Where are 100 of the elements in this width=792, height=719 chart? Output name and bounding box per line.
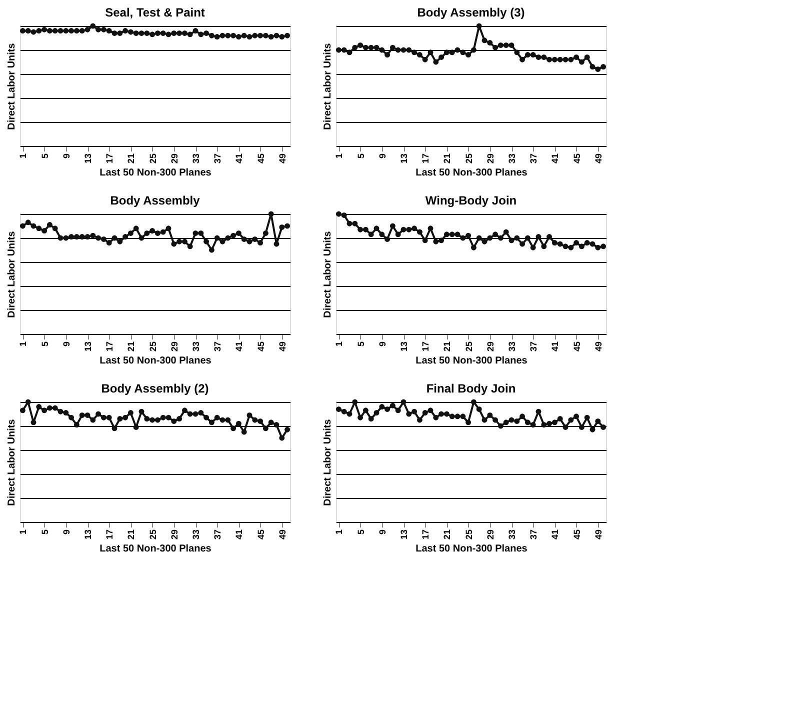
x-tick-label: 45 <box>572 530 582 540</box>
point <box>374 226 380 232</box>
point <box>246 238 252 244</box>
point <box>96 26 102 32</box>
point <box>520 241 526 247</box>
x-axis-title: Last 50 Non-300 Planes <box>416 356 528 367</box>
point <box>150 417 156 423</box>
point <box>258 32 264 38</box>
point <box>341 212 347 218</box>
x-tick-label: 37 <box>528 530 539 540</box>
point <box>204 414 210 420</box>
point <box>395 232 401 238</box>
point <box>433 59 439 65</box>
point <box>492 232 498 238</box>
x-tick-label: 5 <box>40 342 50 347</box>
point <box>138 30 144 36</box>
point <box>362 226 368 232</box>
point <box>520 56 526 62</box>
point <box>595 244 601 250</box>
x-tick-label: 5 <box>40 530 50 535</box>
point <box>160 414 166 420</box>
point <box>524 235 530 241</box>
x-tick-label: 29 <box>169 530 180 540</box>
point <box>384 236 390 242</box>
point <box>236 230 242 236</box>
point <box>208 32 214 38</box>
point <box>90 23 96 29</box>
x-tick-label: 21 <box>126 530 136 540</box>
point <box>487 40 493 46</box>
x-tick-label: 45 <box>572 154 582 164</box>
point <box>274 32 280 38</box>
point <box>112 235 118 241</box>
point <box>225 417 231 423</box>
point <box>220 32 226 38</box>
point <box>192 28 198 34</box>
point <box>482 38 488 44</box>
point <box>524 420 530 426</box>
point <box>106 240 112 246</box>
point <box>492 44 498 50</box>
point <box>379 47 385 53</box>
point <box>284 223 290 229</box>
point <box>220 417 226 423</box>
point <box>524 52 530 58</box>
point <box>536 54 542 60</box>
x-tick-label: 37 <box>528 154 539 164</box>
point <box>557 56 563 62</box>
point <box>84 234 90 240</box>
point <box>444 411 450 417</box>
point <box>122 28 128 34</box>
x-tick-label: 33 <box>507 154 517 164</box>
point <box>466 420 472 426</box>
point <box>252 32 258 38</box>
x-tick-label: 1 <box>18 530 28 535</box>
x-tick-label: 29 <box>485 342 496 352</box>
point <box>74 422 80 428</box>
point <box>368 232 374 238</box>
x-tick-label: 33 <box>191 530 201 540</box>
x-tick-label: 17 <box>104 342 115 352</box>
point <box>268 211 274 217</box>
point <box>358 226 364 232</box>
point <box>150 32 156 38</box>
point <box>541 54 547 60</box>
point <box>530 244 536 250</box>
point <box>438 238 444 244</box>
x-tick-label: 17 <box>420 154 431 164</box>
chart-title: Seal, Test & Paint <box>105 5 205 20</box>
point <box>541 244 547 250</box>
point <box>362 408 368 414</box>
x-tick-label: 49 <box>277 342 288 352</box>
point <box>406 411 412 417</box>
x-tick-label: 17 <box>104 154 115 164</box>
x-tick-label: 1 <box>18 342 28 347</box>
x-tick-label: 41 <box>550 342 560 352</box>
x-tick-label: 45 <box>256 530 266 540</box>
point <box>106 414 112 420</box>
point <box>192 230 198 236</box>
x-tick-label: 5 <box>356 342 366 347</box>
point <box>400 47 406 53</box>
point <box>395 408 401 414</box>
point <box>279 435 285 441</box>
point <box>454 414 460 420</box>
point <box>84 26 90 32</box>
point <box>416 417 422 423</box>
x-tick-label: 49 <box>277 530 288 540</box>
x-tick-label: 25 <box>148 154 158 164</box>
point <box>449 232 455 238</box>
point <box>578 424 584 430</box>
x-tick-label: 5 <box>40 154 50 159</box>
point <box>368 416 374 422</box>
x-tick-label: 1 <box>334 342 344 347</box>
point <box>187 32 193 38</box>
x-tick-label: 41 <box>234 342 244 352</box>
x-axis-title: Last 50 Non-300 Planes <box>416 544 528 555</box>
point <box>246 412 252 418</box>
point <box>428 408 434 414</box>
point <box>503 42 509 48</box>
point <box>546 420 552 426</box>
x-tick-label: 13 <box>399 342 409 352</box>
point <box>68 414 74 420</box>
point <box>390 44 396 50</box>
